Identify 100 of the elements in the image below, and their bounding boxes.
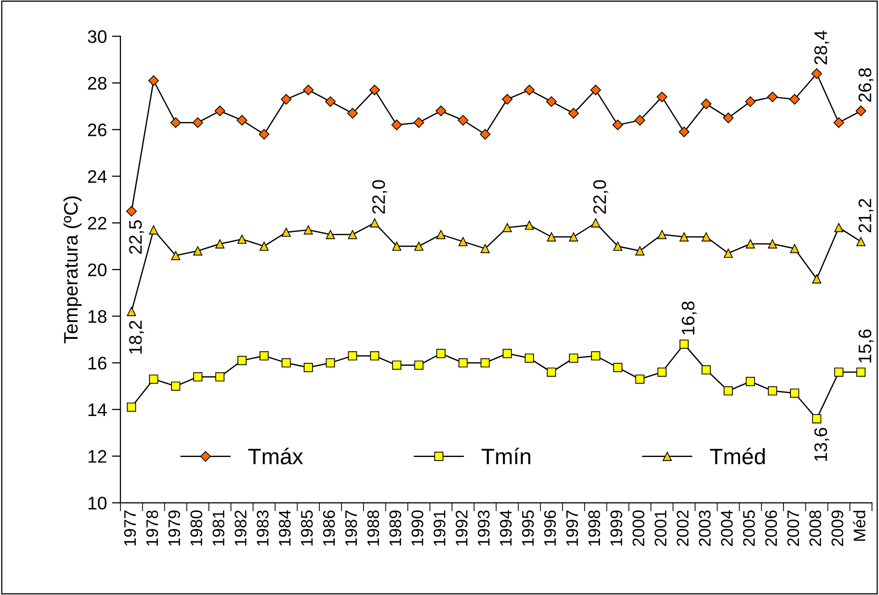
point <box>348 351 358 360</box>
x-tick-label: 2003 <box>698 510 711 546</box>
x-tick-label: 1977 <box>124 510 136 546</box>
y-tick-label: 18 <box>88 310 106 323</box>
point <box>722 112 734 124</box>
point <box>171 382 180 391</box>
y-tick-label: 20 <box>88 263 107 276</box>
point <box>215 239 224 248</box>
point <box>812 274 822 284</box>
x-tick-label: 1994 <box>500 510 512 546</box>
point <box>702 232 711 242</box>
x-tick-label: 1987 <box>345 510 357 546</box>
point <box>856 106 866 116</box>
point <box>325 96 336 107</box>
point <box>613 242 622 251</box>
x-tick-label: 2008 <box>809 510 822 546</box>
point <box>326 230 335 240</box>
point <box>834 222 844 232</box>
point <box>171 250 180 260</box>
data-label: 16,8 <box>682 301 697 334</box>
legend-label: Tméd <box>710 448 765 464</box>
x-tick-label: 1979 <box>168 510 180 546</box>
point <box>414 360 424 370</box>
point <box>812 414 822 424</box>
point <box>370 351 380 360</box>
point <box>546 232 556 242</box>
point <box>790 388 800 398</box>
point <box>811 68 822 79</box>
point <box>170 117 182 128</box>
point <box>260 242 269 251</box>
x-tick-label: 1999 <box>610 510 622 546</box>
data-label: 22,0 <box>593 180 608 214</box>
point <box>348 230 358 240</box>
point <box>148 374 158 384</box>
point <box>657 368 667 377</box>
point <box>126 206 137 217</box>
point <box>634 114 646 126</box>
point <box>679 232 689 242</box>
y-tick-label: 30 <box>88 30 107 44</box>
x-tick-label: 1980 <box>190 510 202 546</box>
point <box>458 236 468 246</box>
point <box>591 218 600 228</box>
point <box>458 358 468 368</box>
x-tick-label: 2002 <box>676 510 689 546</box>
point <box>724 386 733 396</box>
y-tick-label: 26 <box>88 124 106 136</box>
x-tick-label: 1988 <box>367 510 380 546</box>
x-tick-label: 2001 <box>654 510 666 546</box>
x-tick-label: 1978 <box>146 510 158 546</box>
data-label: 18,2 <box>129 320 144 354</box>
point <box>768 239 778 248</box>
point <box>568 354 578 363</box>
point <box>790 244 800 254</box>
y-tick-label: 14 <box>88 404 107 416</box>
x-tick-label: 1992 <box>456 510 468 546</box>
y-tick-label: 28 <box>88 76 106 90</box>
point <box>369 84 380 96</box>
point <box>767 92 778 102</box>
x-tick-label: 1991 <box>434 510 446 546</box>
data-label: 15,6 <box>858 329 874 362</box>
point <box>746 239 755 248</box>
point <box>392 242 402 251</box>
point <box>591 351 600 360</box>
x-tick-label: 1986 <box>323 510 335 546</box>
point <box>502 222 512 232</box>
x-tick-label: 1996 <box>544 510 556 546</box>
point <box>215 372 224 382</box>
y-tick-label: 10 <box>88 496 107 510</box>
point <box>391 120 402 130</box>
y-tick-label: 12 <box>88 450 106 463</box>
point <box>724 248 733 258</box>
x-tick-label: 2004 <box>720 510 733 546</box>
point <box>237 356 247 366</box>
point <box>126 402 136 412</box>
point <box>480 128 490 140</box>
x-tick-label: 1989 <box>389 510 402 546</box>
y-tick-label: 16 <box>88 356 106 370</box>
legend-label: Tmáx <box>248 448 304 464</box>
point <box>834 368 844 377</box>
point <box>856 236 866 246</box>
point <box>546 96 557 107</box>
point <box>192 117 204 128</box>
x-tick-label: 1985 <box>300 510 313 546</box>
point <box>148 75 159 86</box>
point <box>414 117 424 128</box>
point <box>502 348 512 358</box>
point <box>458 114 468 126</box>
point <box>214 106 226 116</box>
data-label: 21,2 <box>858 198 874 232</box>
x-tick-label: 2000 <box>632 510 644 546</box>
point <box>237 234 247 244</box>
x-tick-label: Méd <box>852 510 866 541</box>
point <box>193 372 202 382</box>
point <box>613 362 622 372</box>
point <box>612 120 624 130</box>
point <box>635 374 644 384</box>
data-label: 28,4 <box>814 30 830 64</box>
point <box>635 246 644 256</box>
point <box>347 108 358 119</box>
data-label: 22,0 <box>372 180 388 214</box>
